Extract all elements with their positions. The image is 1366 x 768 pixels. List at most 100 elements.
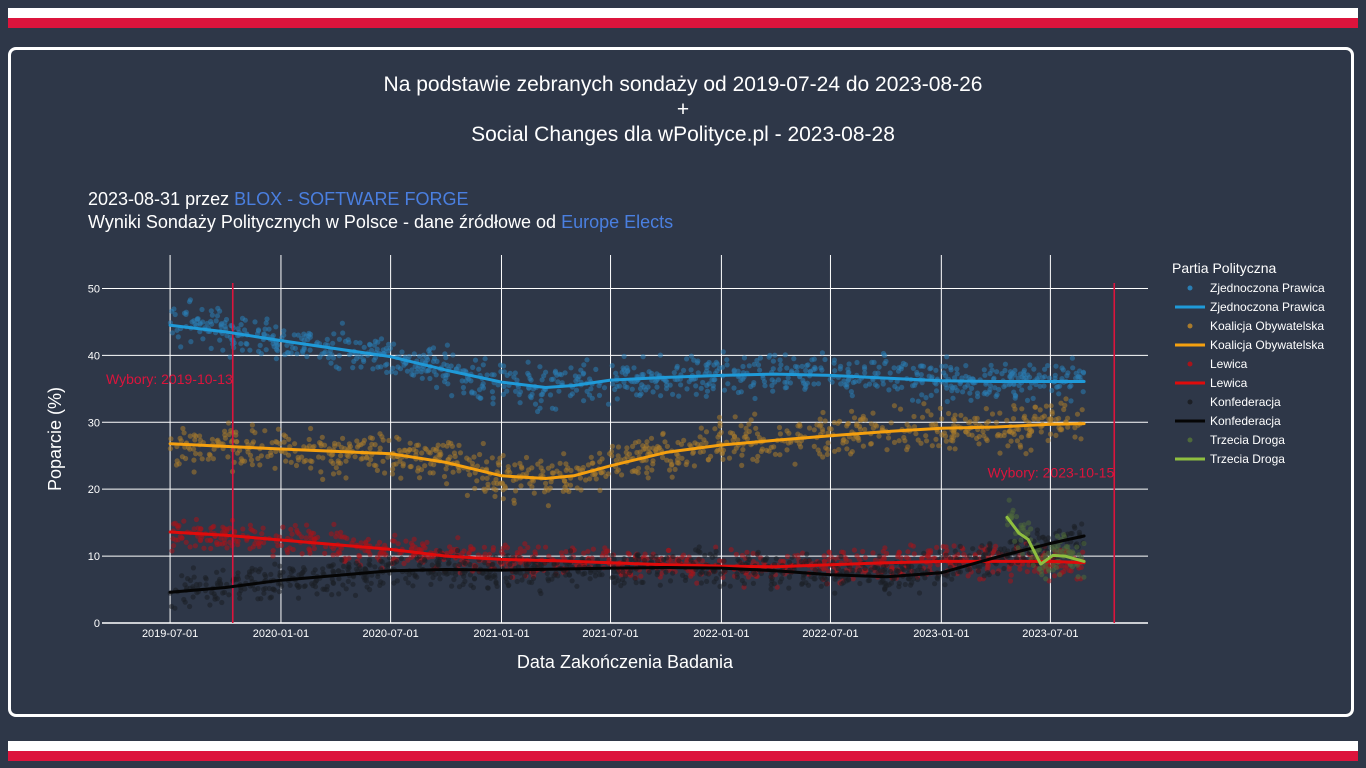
- poll-point: [611, 569, 617, 575]
- poll-point: [987, 542, 993, 548]
- poll-point: [763, 557, 769, 563]
- poll-point: [222, 320, 228, 326]
- poll-point: [851, 547, 858, 553]
- poll-point: [712, 376, 718, 383]
- poll-point: [1023, 451, 1029, 457]
- poll-point: [739, 462, 745, 468]
- poll-point: [822, 356, 828, 363]
- poll-point: [661, 557, 667, 563]
- poll-point: [285, 452, 292, 458]
- poll-point: [410, 542, 416, 549]
- poll-point: [1059, 376, 1065, 382]
- poll-point: [393, 461, 399, 467]
- poll-point: [950, 395, 956, 401]
- poll-point: [937, 549, 943, 555]
- poll-point: [823, 581, 830, 587]
- poll-point: [619, 369, 625, 375]
- poll-point: [786, 574, 793, 580]
- poll-point: [207, 602, 213, 608]
- legend-entry-points: Zjednoczona Prawica: [1210, 281, 1325, 295]
- poll-point: [600, 469, 606, 475]
- poll-point: [426, 348, 432, 354]
- poll-point: [489, 372, 495, 378]
- poll-point: [270, 341, 276, 347]
- poll-point: [235, 538, 241, 544]
- poll-point: [868, 441, 874, 447]
- poll-point: [276, 589, 282, 595]
- poll-point: [197, 451, 203, 457]
- poll-point: [442, 351, 448, 357]
- x-tick-label: 2023-07-01: [1022, 628, 1078, 640]
- poll-point: [683, 461, 689, 468]
- poll-point: [333, 465, 339, 471]
- axis-layer: Data Zakończenia Badania Poparcie (%) 0 1…: [45, 283, 1079, 672]
- poll-point: [316, 454, 322, 460]
- poll-point: [1053, 363, 1059, 369]
- poll-point: [354, 444, 361, 450]
- poll-point: [915, 576, 921, 583]
- poll-point: [273, 439, 279, 445]
- poll-point: [539, 377, 545, 383]
- poll-point: [474, 463, 480, 469]
- poll-point: [956, 568, 962, 575]
- poll-point: [799, 581, 805, 587]
- poll-point: [427, 375, 433, 382]
- poll-point: [191, 574, 197, 580]
- poll-point: [757, 355, 764, 361]
- poll-point: [517, 400, 523, 406]
- poll-point: [817, 451, 823, 457]
- poll-point: [1045, 437, 1051, 444]
- poll-point: [427, 470, 433, 476]
- poll-point: [263, 320, 269, 326]
- poll-point: [174, 458, 180, 464]
- poll-point: [985, 547, 991, 553]
- poll-point: [573, 387, 580, 393]
- poll-point: [312, 567, 318, 573]
- poll-point: [700, 379, 706, 386]
- poll-point: [674, 365, 680, 371]
- poll-point: [1019, 387, 1025, 393]
- poll-point: [639, 382, 645, 388]
- poll-point: [386, 555, 392, 561]
- poll-point: [476, 366, 482, 372]
- poll-point: [945, 573, 951, 579]
- poll-point: [733, 551, 740, 557]
- poll-point: [510, 477, 516, 483]
- poll-point: [319, 434, 325, 440]
- poll-point: [511, 374, 517, 380]
- poll-point: [909, 397, 916, 403]
- poll-point: [688, 367, 694, 373]
- poll-point: [375, 364, 381, 370]
- poll-point: [919, 363, 925, 369]
- poll-point: [477, 451, 483, 458]
- poll-point: [1010, 507, 1016, 513]
- byline-link[interactable]: BLOX - SOFTWARE FORGE: [234, 189, 469, 209]
- poll-point: [886, 387, 892, 393]
- source-link[interactable]: Europe Elects: [561, 212, 674, 232]
- poll-point: [435, 560, 441, 566]
- poll-point: [992, 385, 998, 391]
- poll-point: [735, 389, 742, 396]
- poll-point: [1054, 546, 1060, 553]
- poll-point: [919, 567, 925, 574]
- poll-point: [754, 431, 761, 437]
- poll-point: [1049, 545, 1055, 551]
- poll-point: [752, 395, 758, 402]
- poll-point: [660, 454, 666, 461]
- poll-point: [1010, 416, 1017, 422]
- poll-point: [583, 477, 589, 483]
- poll-point: [217, 337, 223, 343]
- poll-point: [1081, 540, 1087, 547]
- poll-point: [587, 569, 594, 576]
- poll-point: [272, 561, 278, 567]
- poll-point: [193, 451, 199, 457]
- poll-point: [688, 573, 694, 579]
- poll-point: [398, 475, 404, 481]
- election-annotation: Wybory: 2019-10-13: [106, 371, 233, 387]
- poll-point: [850, 576, 856, 582]
- poll-point: [172, 520, 178, 526]
- poll-point: [484, 372, 490, 378]
- poll-point: [831, 357, 838, 363]
- poll-point: [416, 475, 423, 481]
